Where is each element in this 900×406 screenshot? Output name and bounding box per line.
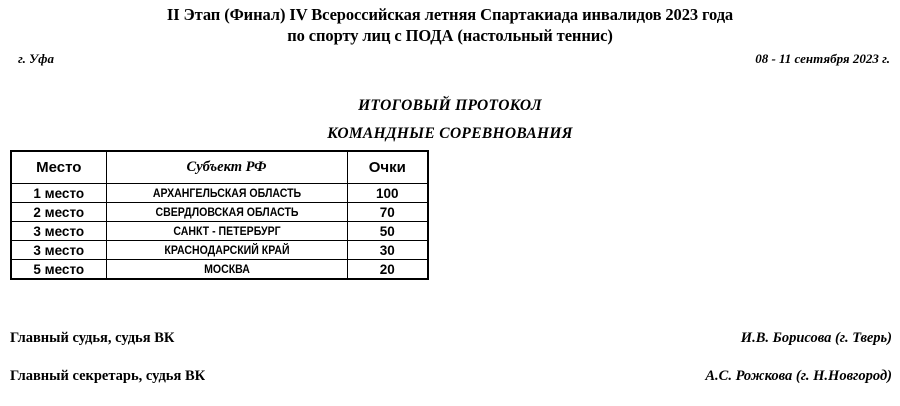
cell-place: 1 место [10,183,107,203]
signature-row-chief-secretary: Главный секретарь, судья ВК А.С. Рожкова… [0,368,900,406]
cell-place: 3 место [10,221,107,241]
signature-name-chief-judge: И.В. Борисова (г. Тверь) [740,330,892,346]
table-row: 3 место КРАСНОДАРСКИЙ КРАЙ 30 [10,240,429,260]
results-table-body: 1 место АРХАНГЕЛЬСКАЯ ОБЛАСТЬ 100 2 мест… [10,183,429,280]
results-table-container: Место Субъект РФ Очки 1 место АРХАНГЕЛЬС… [10,150,429,280]
column-header-subject: Субъект РФ [105,150,348,184]
signature-role-chief-secretary: Главный секретарь, судья ВК [10,368,206,384]
cell-place: 2 место [10,202,107,222]
cell-subject: КРАСНОДАРСКИЙ КРАЙ [105,240,348,260]
signature-row-chief-judge: Главный судья, судья ВК И.В. Борисова (г… [0,330,900,368]
signature-block: Главный судья, судья ВК И.В. Борисова (г… [0,330,900,406]
results-table-header: Место Субъект РФ Очки [10,150,429,184]
cell-subject-text: МОСКВА [203,262,250,276]
cell-points: 30 [346,240,429,260]
table-row: 1 место АРХАНГЕЛЬСКАЯ ОБЛАСТЬ 100 [10,183,429,203]
signature-name-chief-secretary: А.С. Рожкова (г. Н.Новгород) [705,368,892,384]
cell-points: 70 [346,202,429,222]
cell-subject-text: САНКТ - ПЕТЕРБУРГ [172,224,281,238]
event-date-range: 08 - 11 сентября 2023 г. [755,51,890,66]
protocol-subtitles: ИТОГОВЫЙ ПРОТОКОЛ КОМАНДНЫЕ СОРЕВНОВАНИЯ [0,93,900,147]
results-table: Место Субъект РФ Очки 1 место АРХАНГЕЛЬС… [10,150,429,280]
table-header-row: Место Субъект РФ Очки [10,150,429,184]
cell-place: 5 место [10,259,107,280]
event-title-line-1: II Этап (Финал) IV Всероссийская летняя … [166,5,734,24]
cell-points: 50 [346,221,429,241]
subtitle-final-protocol: ИТОГОВЫЙ ПРОТОКОЛ [358,97,542,114]
subtitle-team-competition: КОМАНДНЫЕ СОРЕВНОВАНИЯ [327,125,573,142]
table-row: 2 место СВЕРДЛОВСКАЯ ОБЛАСТЬ 70 [10,202,429,222]
cell-place: 3 место [10,240,107,260]
event-city: г. Уфа [18,51,54,66]
cell-subject: СВЕРДЛОВСКАЯ ОБЛАСТЬ [105,202,348,222]
cell-subject: АРХАНГЕЛЬСКАЯ ОБЛАСТЬ [105,183,348,203]
table-row: 5 место МОСКВА 20 [10,259,429,280]
cell-subject-text: КРАСНОДАРСКИЙ КРАЙ [163,243,290,257]
table-row: 3 место САНКТ - ПЕТЕРБУРГ 50 [10,221,429,241]
column-header-place: Место [10,150,107,184]
column-header-points: Очки [346,150,429,184]
cell-subject: САНКТ - ПЕТЕРБУРГ [105,221,348,241]
cell-points: 100 [346,183,429,203]
event-title-line-2: по спорту лиц с ПОДА (настольный теннис) [287,26,613,45]
cell-points: 20 [346,259,429,280]
cell-subject-text: АРХАНГЕЛЬСКАЯ ОБЛАСТЬ [152,186,301,200]
city-date-row: г. Уфа 08 - 11 сентября 2023 г. [0,49,900,71]
cell-subject: МОСКВА [105,259,348,280]
event-header: II Этап (Финал) IV Всероссийская летняя … [0,0,900,46]
cell-subject-text: СВЕРДЛОВСКАЯ ОБЛАСТЬ [155,205,298,219]
signature-role-chief-judge: Главный судья, судья ВК [10,330,175,346]
